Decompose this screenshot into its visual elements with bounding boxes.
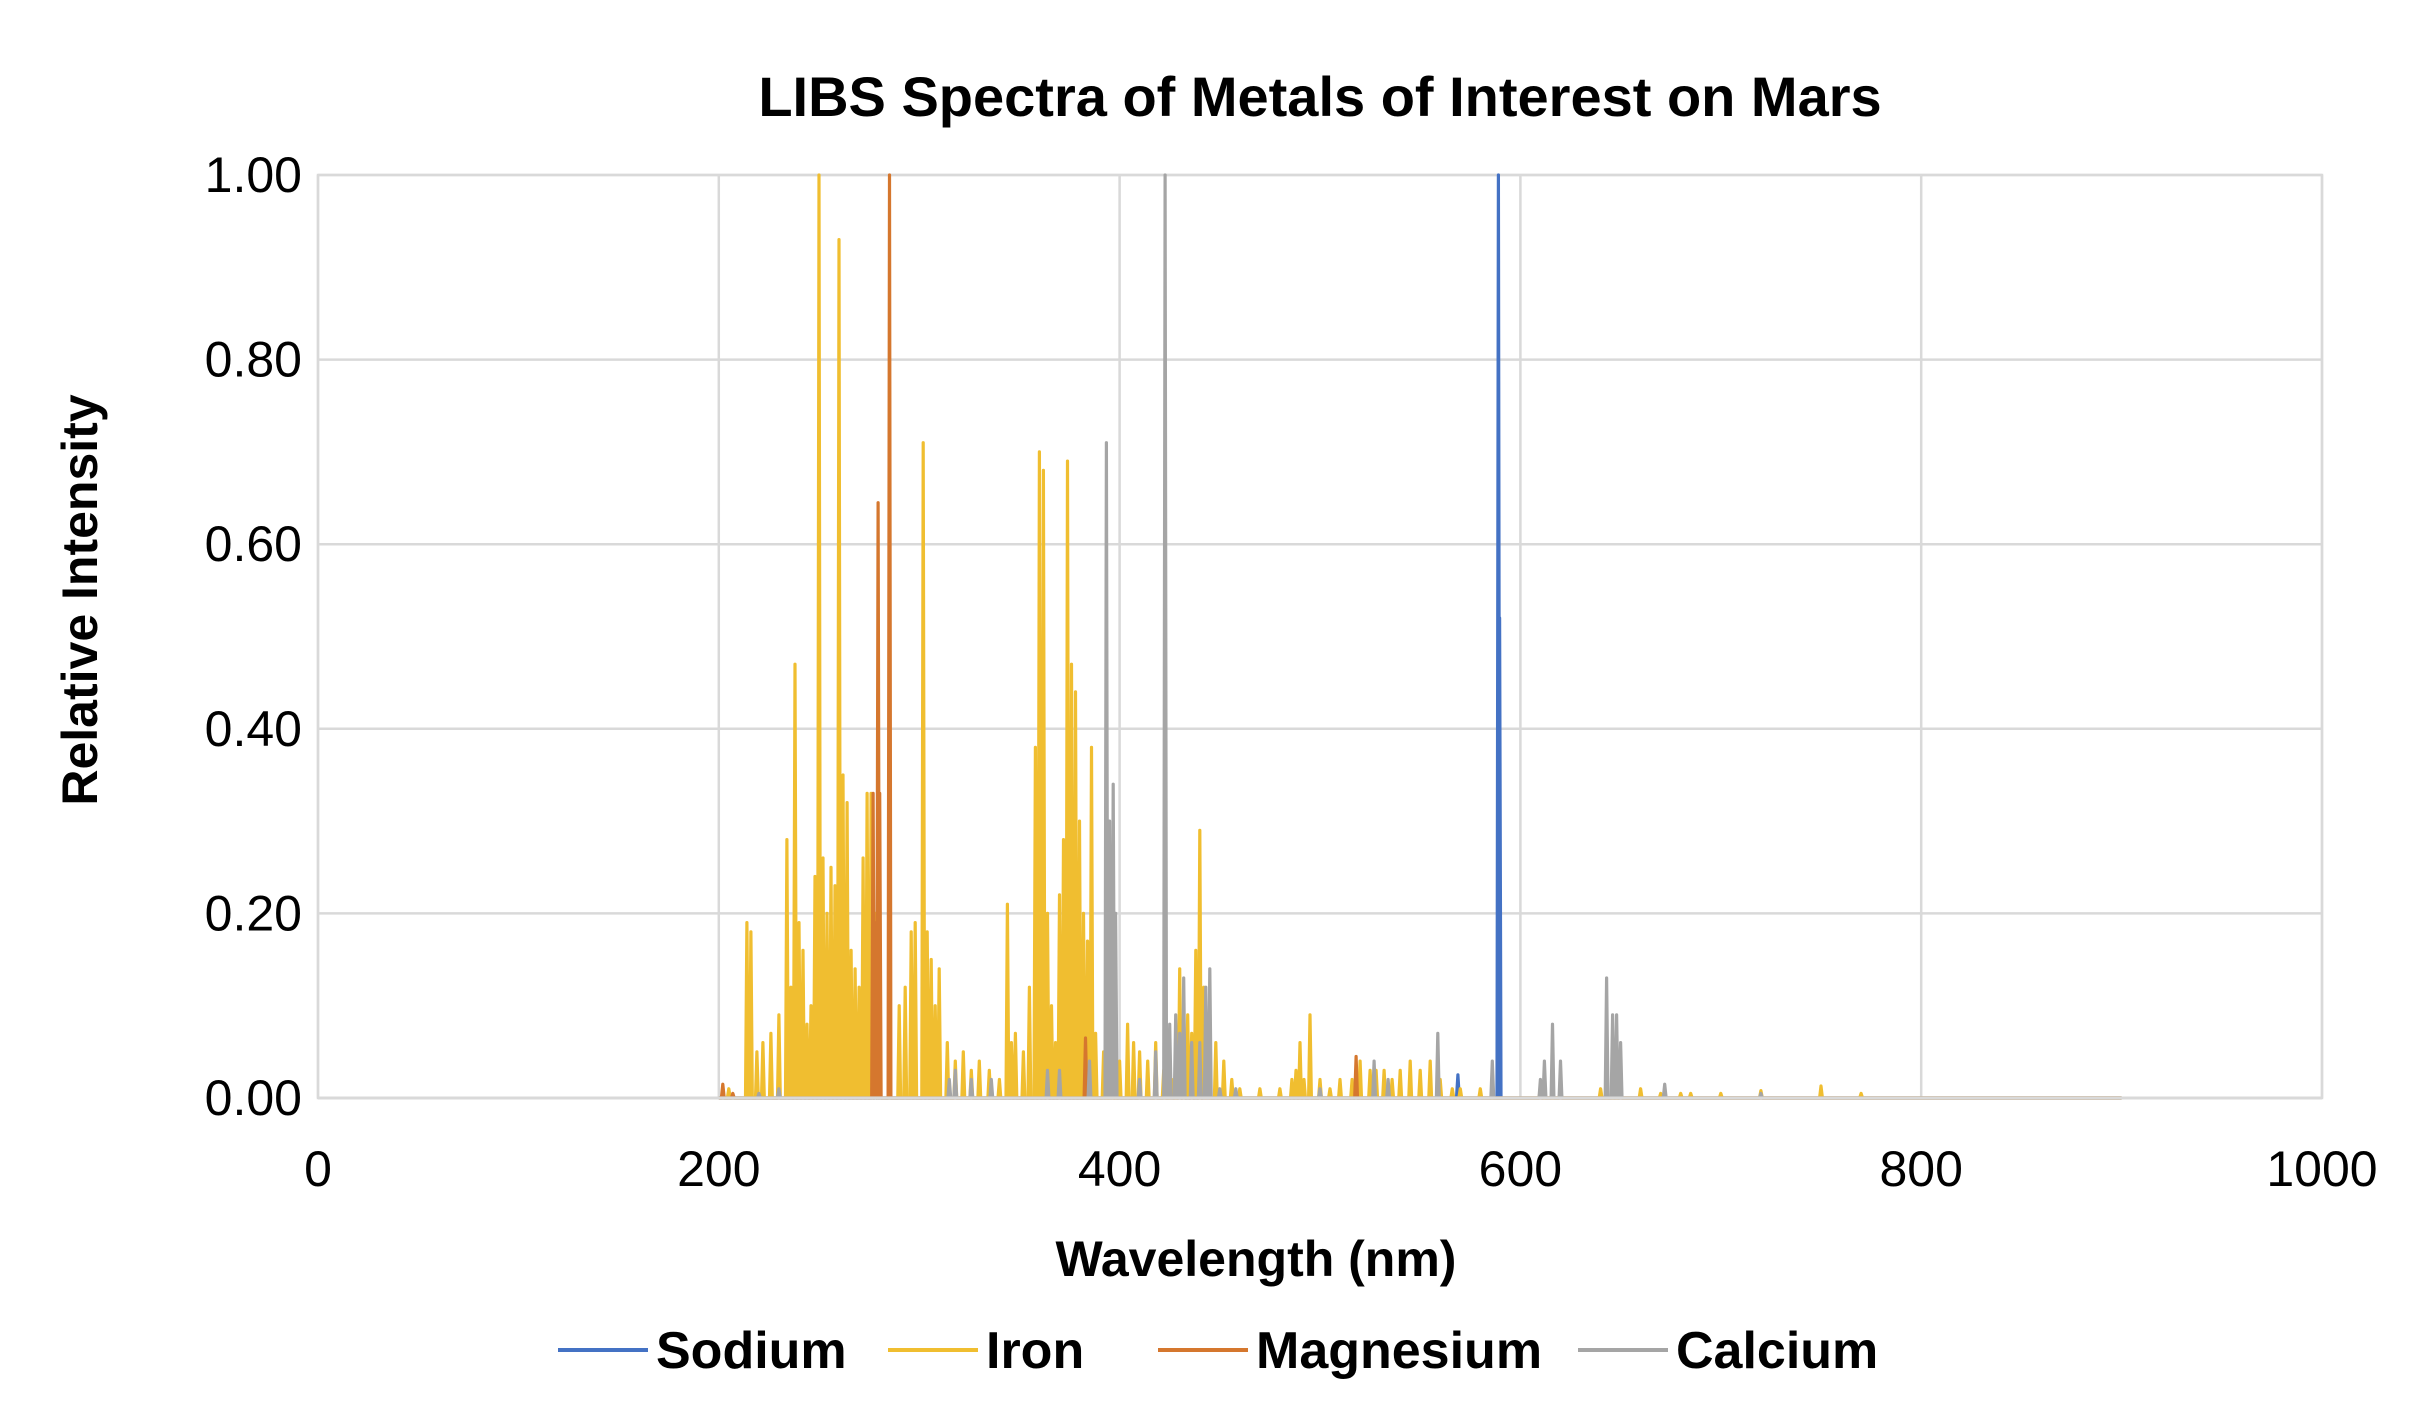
series-line-iron (718, 173, 2122, 1100)
y-axis-title: Relative Intensity (52, 394, 108, 805)
x-tick-label: 0 (304, 1141, 332, 1197)
chart-title: LIBS Spectra of Metals of Interest on Ma… (758, 65, 1881, 128)
gridlines (316, 173, 2324, 1100)
legend-item-iron: Iron (888, 1322, 1084, 1380)
y-tick-label: 0.40 (205, 701, 302, 757)
series-calcium (718, 173, 2122, 1100)
series-layer (718, 173, 2122, 1100)
x-tick-label: 600 (1479, 1141, 1562, 1197)
legend-label: Iron (986, 1322, 1084, 1380)
x-axis-title: Wavelength (nm) (1056, 1231, 1457, 1287)
y-tick-label: 1.00 (205, 147, 302, 203)
legend: Sodium Iron Magnesium Calcium (558, 1322, 1878, 1380)
y-tick-label: 0.60 (205, 516, 302, 572)
series-magnesium (718, 173, 2122, 1100)
y-tick-label: 0.80 (205, 332, 302, 388)
legend-label: Calcium (1676, 1322, 1878, 1380)
series-sodium (718, 173, 2122, 1100)
series-line-sodium (718, 173, 2122, 1100)
y-tick-label: 0.20 (205, 885, 302, 941)
plot-area-border (316, 173, 2324, 1100)
series-line-magnesium (718, 173, 2122, 1100)
x-tick-label: 1000 (2266, 1141, 2377, 1197)
x-tick-label: 200 (677, 1141, 760, 1197)
y-tick-label: 0.00 (205, 1070, 302, 1126)
series-line-calcium (718, 173, 2122, 1100)
x-tick-label: 400 (1078, 1141, 1161, 1197)
series-iron (718, 173, 2122, 1100)
legend-label: Magnesium (1256, 1322, 1542, 1380)
legend-item-sodium: Sodium (558, 1322, 847, 1380)
axes: 0.00 0.20 0.40 0.60 0.80 1.00 0 200 400 600 800 100… (205, 147, 2378, 1197)
x-tick-label: 800 (1879, 1141, 1962, 1197)
legend-label: Sodium (656, 1322, 847, 1380)
legend-item-calcium: Calcium (1578, 1322, 1878, 1380)
legend-item-magnesium: Magnesium (1158, 1322, 1542, 1380)
